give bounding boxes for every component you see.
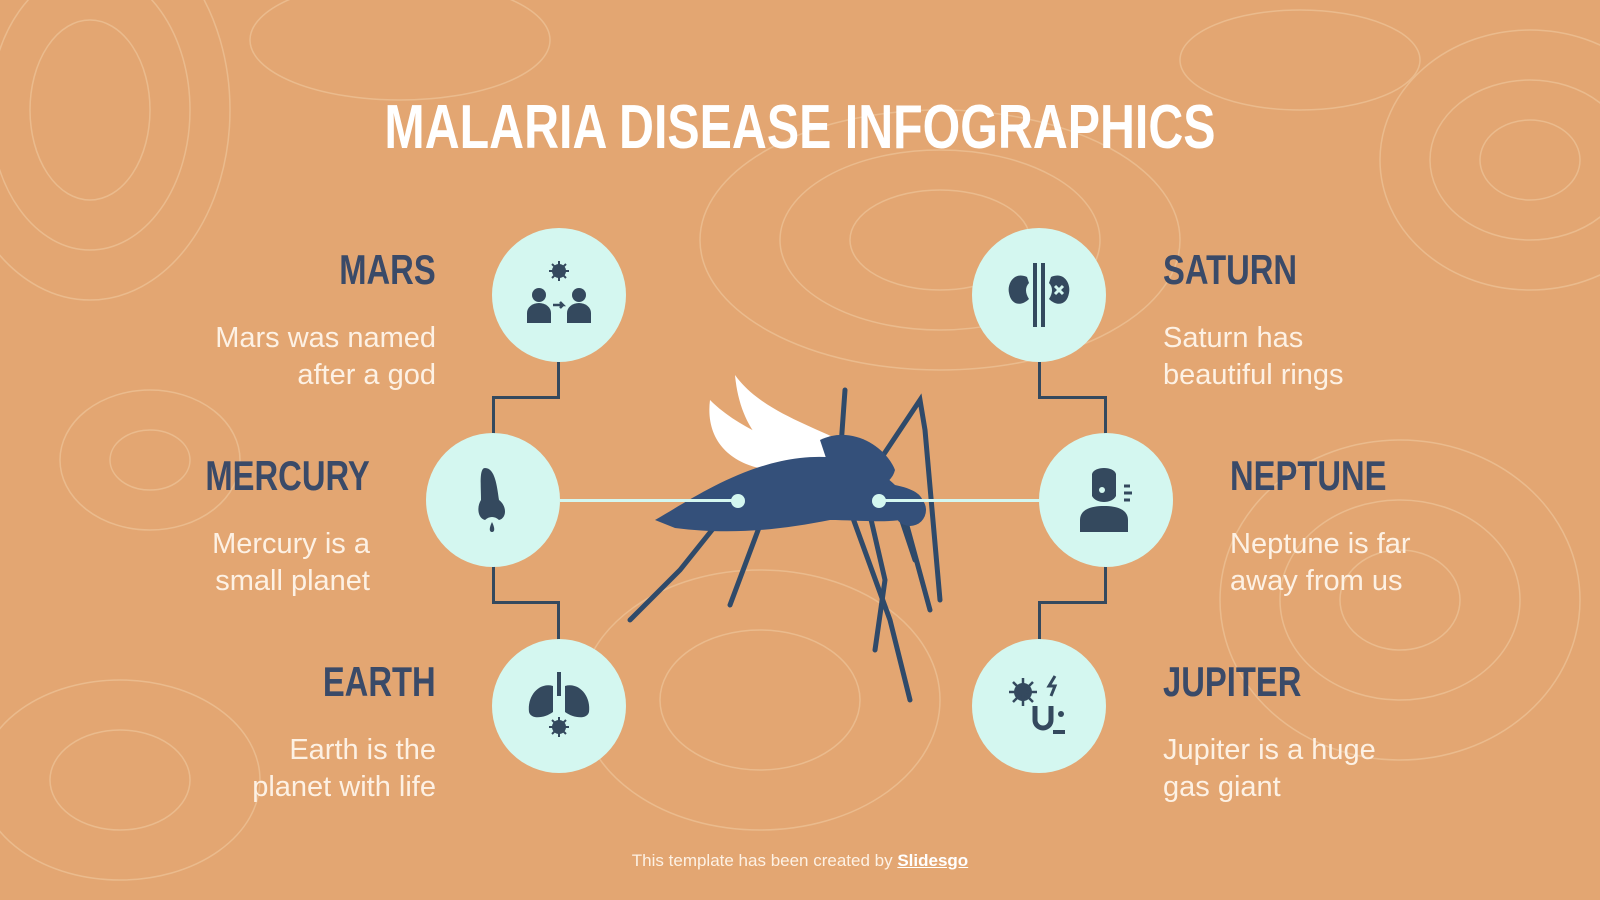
earth-text-line: planet with life xyxy=(252,771,436,803)
saturn-icon-circle xyxy=(972,228,1106,362)
mercury-text-line: small planet xyxy=(215,565,370,597)
neptune-description: Neptune is far away from us xyxy=(1230,526,1530,600)
connector-line xyxy=(557,362,560,398)
jupiter-text-line: Jupiter is a huge xyxy=(1163,734,1376,766)
saturn-description: Saturn has beautiful rings xyxy=(1163,320,1463,394)
pointer-line-left xyxy=(560,499,738,502)
runny-nose-icon xyxy=(478,468,505,532)
mercury-text-line: Mercury is a xyxy=(212,528,370,560)
saturn-heading: SATURN xyxy=(1163,246,1298,293)
connector-line xyxy=(492,396,495,434)
pointer-line-right xyxy=(878,499,1040,502)
transmission-icon xyxy=(527,261,591,323)
pointer-dot-right xyxy=(872,494,886,508)
neptune-icon-circle xyxy=(1039,433,1173,567)
kidney-failure-icon xyxy=(1008,263,1070,327)
connector-line xyxy=(492,566,495,604)
neptune-heading: NEPTUNE xyxy=(1230,452,1387,499)
mercury-description: Mercury is a small planet xyxy=(70,526,370,600)
mars-icon-circle xyxy=(492,228,626,362)
connector-line xyxy=(1038,601,1107,604)
jupiter-icon-circle xyxy=(972,639,1106,773)
germ-digestive-icon xyxy=(1009,675,1065,734)
connector-line xyxy=(1104,396,1107,434)
connector-line xyxy=(492,396,560,399)
earth-heading: EARTH xyxy=(323,658,436,705)
footer-credit: This template has been created by Slides… xyxy=(0,851,1600,871)
lungs-virus-icon xyxy=(528,672,590,737)
footer-text: This template has been created by xyxy=(631,851,898,870)
mars-text-line: after a god xyxy=(297,359,436,391)
connector-line xyxy=(1038,601,1041,640)
mercury-icon-circle xyxy=(426,433,560,567)
slidesgo-link[interactable]: Slidesgo xyxy=(897,851,969,870)
neptune-text-line: away from us xyxy=(1230,565,1403,597)
connector-line xyxy=(492,601,560,604)
connector-line xyxy=(1038,396,1106,399)
mosquito-illustration xyxy=(627,375,943,703)
saturn-text-line: beautiful rings xyxy=(1163,359,1344,391)
pointer-dot-left xyxy=(731,494,745,508)
mars-heading: MARS xyxy=(339,246,436,293)
page-title: MALARIA DISEASE INFOGRAPHICS xyxy=(384,93,1216,162)
sick-person-icon xyxy=(1080,468,1132,532)
earth-icon-circle xyxy=(492,639,626,773)
connector-line xyxy=(557,601,560,640)
jupiter-description: Jupiter is a huge gas giant xyxy=(1163,732,1463,806)
mars-text-line: Mars was named xyxy=(215,322,436,354)
connector-line xyxy=(1038,362,1041,398)
jupiter-text-line: gas giant xyxy=(1163,771,1281,803)
earth-description: Earth is the planet with life xyxy=(136,732,436,806)
jupiter-heading: JUPITER xyxy=(1163,658,1302,705)
mars-description: Mars was named after a god xyxy=(136,320,436,394)
neptune-text-line: Neptune is far xyxy=(1230,528,1411,560)
saturn-text-line: Saturn has xyxy=(1163,322,1304,354)
mercury-heading: MERCURY xyxy=(205,452,370,499)
earth-text-line: Earth is the xyxy=(289,734,436,766)
connector-line xyxy=(1104,566,1107,604)
